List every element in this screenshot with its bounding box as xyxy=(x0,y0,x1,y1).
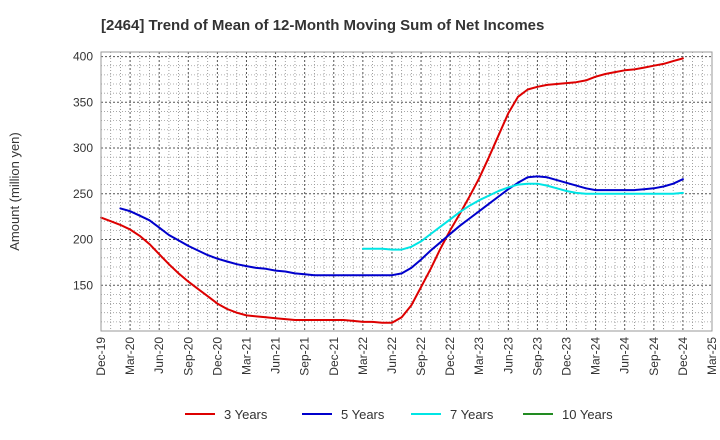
x-tick-label: Mar-22 xyxy=(356,337,370,375)
y-axis-title: Amount (million yen) xyxy=(7,132,22,251)
x-tick-label: Jun-24 xyxy=(618,337,632,374)
x-tick-label: Mar-23 xyxy=(472,337,486,375)
x-tick-label: Jun-20 xyxy=(152,337,166,374)
y-tick-label: 400 xyxy=(73,50,93,64)
legend-label: 5 Years xyxy=(341,407,385,422)
y-tick-label: 200 xyxy=(73,233,93,247)
x-tick-label: Dec-20 xyxy=(210,337,224,376)
x-tick-label: Dec-23 xyxy=(560,337,574,376)
y-tick-label: 350 xyxy=(73,95,93,109)
x-tick-label: Mar-24 xyxy=(589,337,603,375)
chart-title: [2464] Trend of Mean of 12-Month Moving … xyxy=(101,17,544,34)
x-tick-labels: Dec-19 Mar-20 Jun-20 Sep-20 Dec-20 Mar-21 Jun-… xyxy=(94,337,719,376)
legend: 3 Years 5 Years 7 Years 10 Years xyxy=(185,407,613,422)
plot-frame xyxy=(100,51,713,332)
series-line-7-years xyxy=(361,182,684,251)
legend-label: 3 Years xyxy=(224,407,268,422)
x-tick-label: Sep-22 xyxy=(414,337,428,376)
x-tick-label: Mar-21 xyxy=(239,337,253,375)
x-tick-label: Dec-19 xyxy=(94,337,108,376)
legend-label: 7 Years xyxy=(450,407,494,422)
y-tick-label: 250 xyxy=(73,187,93,201)
series-line-3-years xyxy=(100,57,684,324)
y-tick-label: 150 xyxy=(73,278,93,292)
x-tick-label: Jun-23 xyxy=(501,337,515,374)
grid-lines xyxy=(101,52,712,331)
series-lines xyxy=(100,57,684,324)
x-tick-label: Mar-25 xyxy=(705,337,719,375)
legend-label: 10 Years xyxy=(562,407,613,422)
y-tick-label: 300 xyxy=(73,141,93,155)
x-tick-label: Jun-22 xyxy=(385,337,399,374)
x-tick-label: Sep-23 xyxy=(530,337,544,376)
x-tick-label: Mar-20 xyxy=(123,337,137,375)
y-tick-labels: 150 200 250 300 350 400 xyxy=(73,50,93,293)
x-tick-label: Dec-21 xyxy=(327,337,341,376)
x-tick-label: Sep-24 xyxy=(647,337,661,376)
x-tick-label: Jun-21 xyxy=(269,337,283,374)
series-line-5-years xyxy=(119,175,684,277)
x-tick-label: Sep-20 xyxy=(181,337,195,376)
x-tick-label: Sep-21 xyxy=(298,337,312,376)
x-tick-label: Dec-24 xyxy=(676,337,690,376)
x-tick-label: Dec-22 xyxy=(443,337,457,376)
